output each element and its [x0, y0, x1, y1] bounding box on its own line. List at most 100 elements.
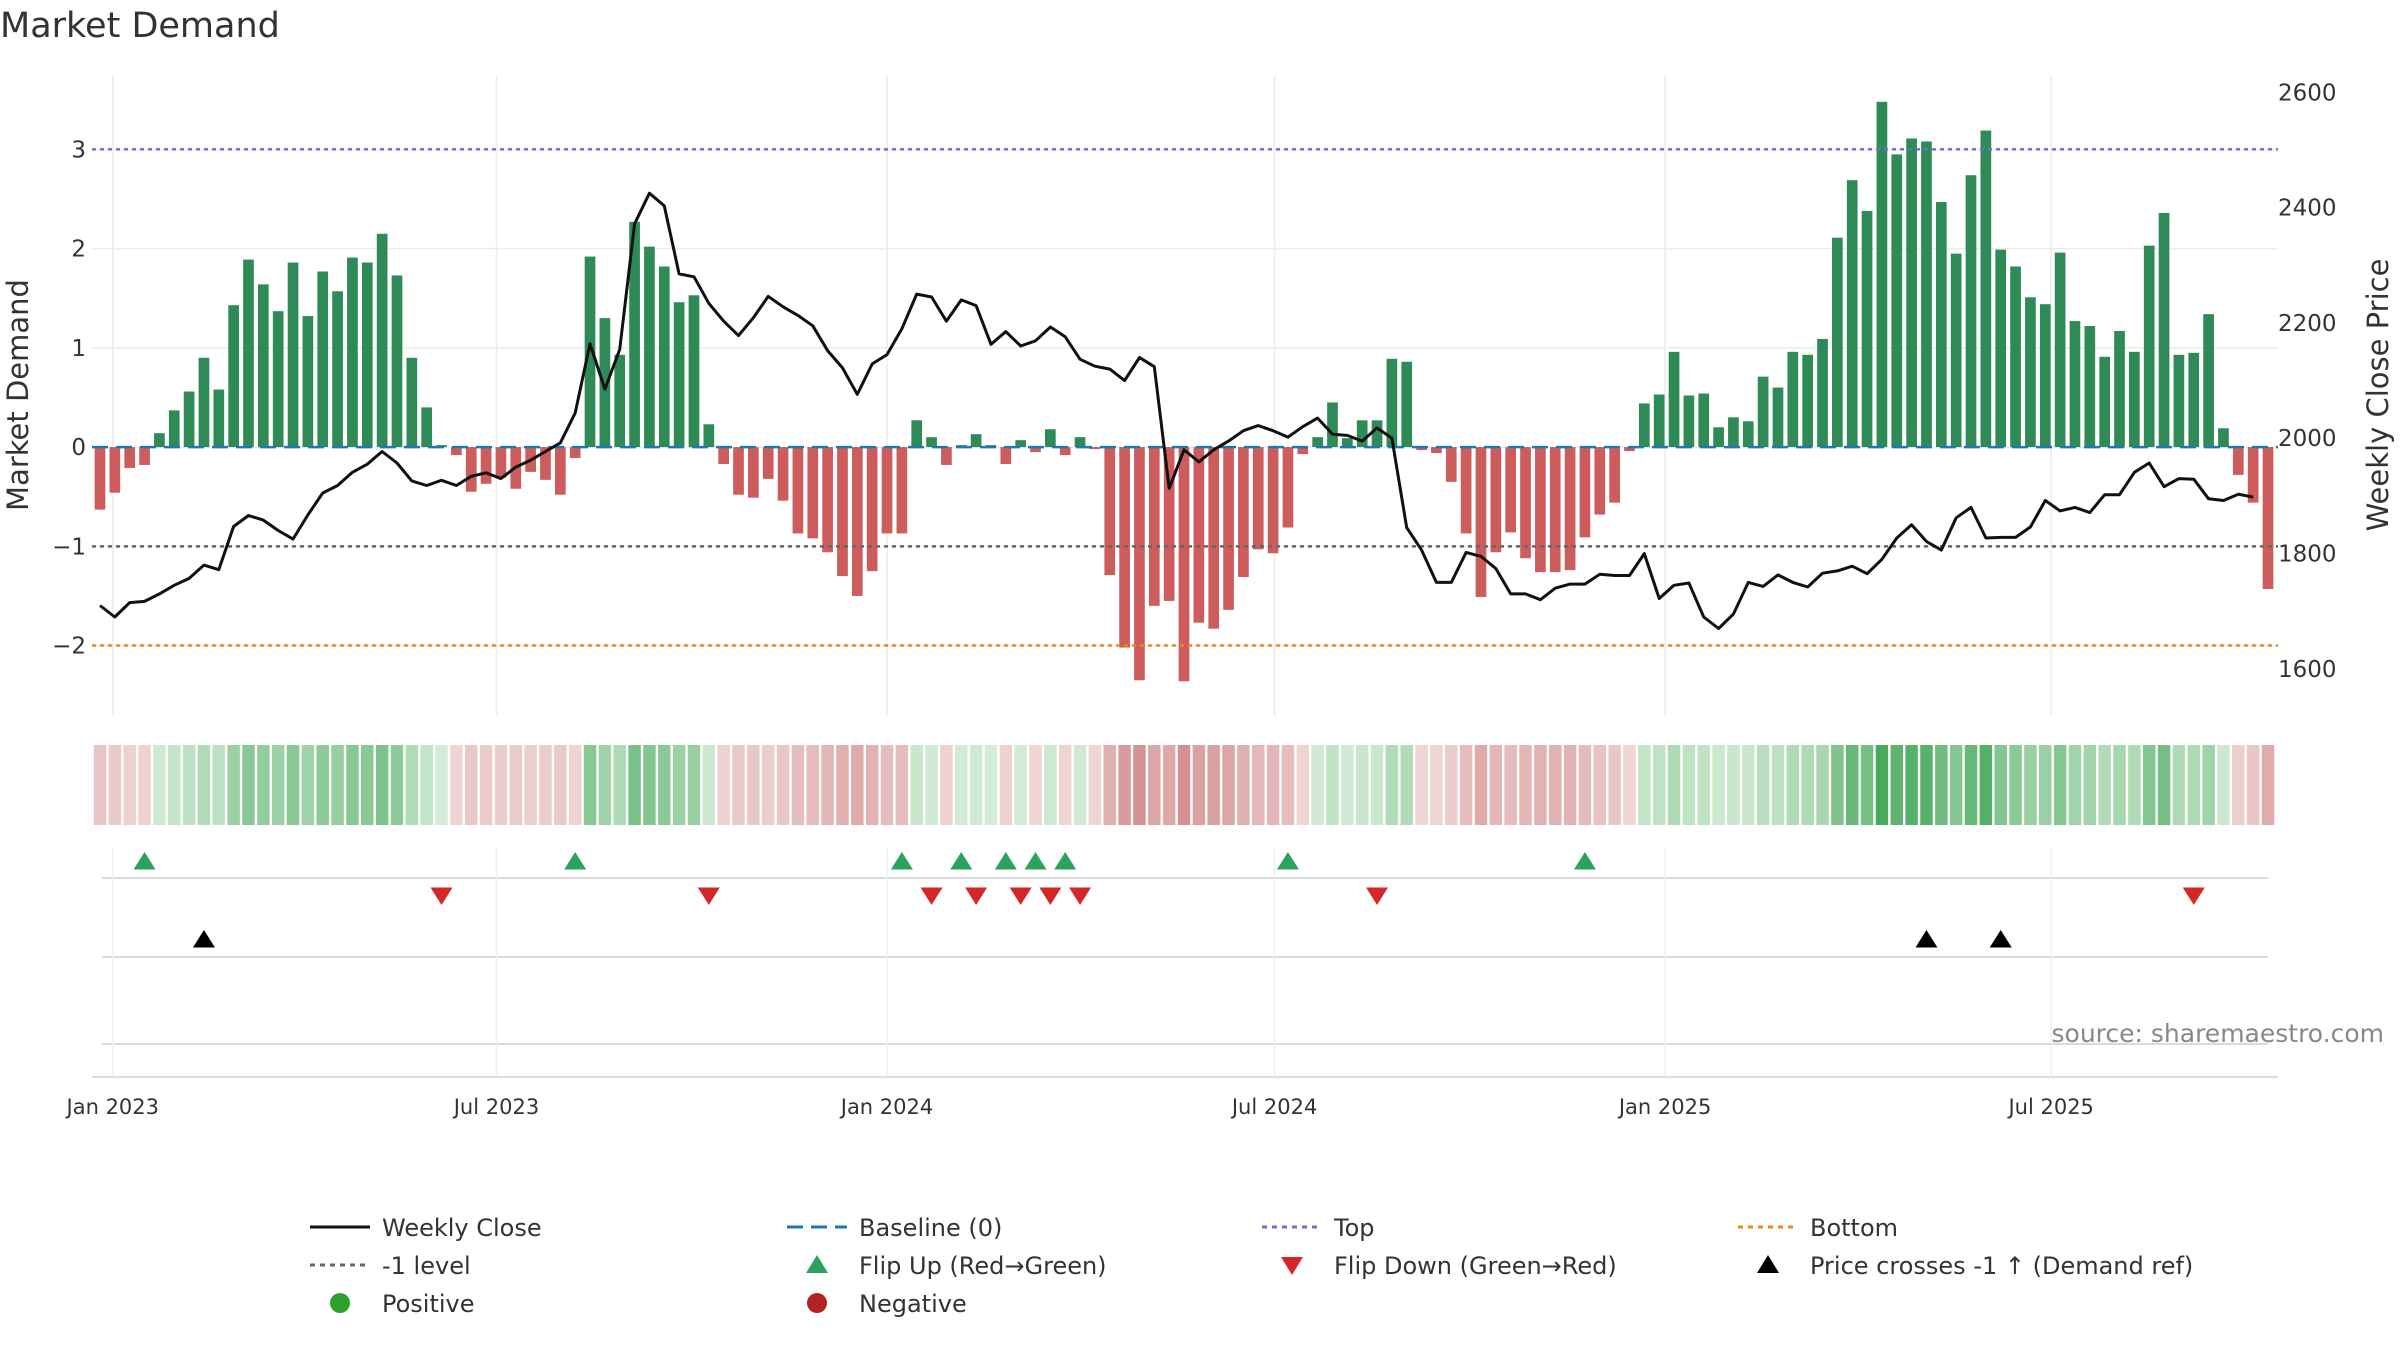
- demand-bar: [332, 291, 343, 448]
- demand-bar: [347, 257, 358, 448]
- demand-bar: [1549, 447, 1561, 573]
- demand-bar: [554, 447, 566, 495]
- demand-strip-cell: [643, 745, 656, 825]
- demand-strip-cell: [1044, 745, 1057, 825]
- y-tick-label-left: −2: [52, 634, 86, 660]
- demand-bar: [1876, 101, 1888, 448]
- demand-strip-cell: [257, 745, 270, 825]
- demand-strip-cell: [984, 745, 998, 825]
- flip-up-marker: [1054, 852, 1077, 870]
- x-tick-label: Jul 2023: [452, 1095, 539, 1119]
- demand-bar: [1045, 429, 1056, 448]
- legend-swatch: [1281, 1257, 1303, 1275]
- demand-strip-cell: [1014, 745, 1027, 825]
- demand-strip-cell: [509, 745, 523, 825]
- demand-strip-cell: [242, 745, 255, 825]
- demand-bar: [673, 302, 685, 448]
- demand-strip-cell: [2217, 745, 2230, 825]
- demand-bar: [1817, 338, 1828, 448]
- flip-up-marker: [890, 852, 913, 870]
- demand-strip-cell: [2157, 745, 2171, 825]
- demand-bar: [569, 447, 581, 459]
- demand-strip-cell: [2113, 745, 2126, 825]
- demand-bar: [139, 447, 150, 465]
- demand-bar: [1950, 253, 1962, 448]
- flip-down-marker: [1039, 887, 1062, 905]
- legend-swatch: [806, 1255, 828, 1273]
- demand-strip-cell: [2142, 745, 2156, 825]
- demand-strip-cell: [1786, 745, 1800, 825]
- demand-strip-cell: [2187, 745, 2200, 825]
- demand-bar: [2262, 447, 2274, 589]
- y-tick-label-left: 1: [71, 336, 86, 362]
- demand-strip-cell: [1652, 745, 1666, 825]
- demand-bar: [599, 318, 611, 448]
- demand-bar: [243, 259, 254, 448]
- flip-up-marker: [994, 852, 1017, 870]
- legend-swatch: [1757, 1255, 1779, 1273]
- demand-strip-cell: [2068, 745, 2082, 825]
- legend: Weekly Close Baseline (0) Top Bottom -1 leve…: [310, 1214, 2193, 1318]
- axes: −2 −1 0 1 2 3 1600 1800 2000 2200 2400 2600 Jan 2023…: [52, 80, 2336, 1119]
- demand-bar: [154, 433, 165, 448]
- demand-strip-cell: [999, 745, 1013, 825]
- demand-bar: [1490, 447, 1502, 553]
- demand-strip-cell: [1994, 745, 2007, 825]
- demand-strip-cell: [1266, 745, 1280, 825]
- demand-bar: [1653, 394, 1665, 448]
- legend-item: Bottom: [1738, 1214, 1898, 1242]
- demand-bar: [1921, 141, 1932, 448]
- flip-down-marker: [1009, 887, 1032, 905]
- demand-strip-cell: [2246, 745, 2260, 825]
- demand-strip-cell: [1608, 745, 1621, 825]
- demand-bar: [1742, 421, 1754, 448]
- demand-strip-cell: [2039, 745, 2052, 825]
- demand-strip-cell: [1237, 745, 1250, 825]
- reference-lines: [92, 148, 2278, 647]
- demand-strip-cell: [123, 745, 136, 825]
- weekly-close-line: [99, 191, 2254, 630]
- demand-bar: [480, 447, 492, 484]
- demand-bar: [361, 262, 373, 448]
- demand-bar: [1980, 130, 1992, 448]
- demand-bar: [941, 447, 952, 465]
- legend-label: Negative: [859, 1290, 967, 1318]
- demand-strip-cell: [2024, 745, 2037, 825]
- y-axis-label-right: Weekly Close Price: [2361, 259, 2395, 532]
- demand-bar: [2188, 352, 2200, 448]
- demand-heat-strip: [93, 745, 2275, 825]
- demand-strip-cell: [1771, 745, 1785, 825]
- demand-bar: [198, 357, 210, 448]
- demand-strip-cell: [1756, 745, 1770, 825]
- demand-bar: [1327, 402, 1338, 448]
- demand-strip-cell: [1845, 745, 1859, 825]
- legend-item: Weekly Close: [310, 1214, 542, 1242]
- legend-label: Baseline (0): [859, 1214, 1002, 1242]
- flip-up-marker: [1573, 852, 1596, 870]
- demand-bar: [1728, 417, 1739, 448]
- legend-swatch: [330, 1293, 350, 1313]
- demand-strip-cell: [1563, 745, 1577, 825]
- demand-bar: [1178, 447, 1190, 682]
- demand-bar: [1059, 447, 1071, 456]
- legend-label: Weekly Close: [382, 1214, 542, 1242]
- demand-strip-cell: [405, 745, 419, 825]
- demand-strip-cell: [568, 745, 582, 825]
- demand-strip-cell: [2232, 745, 2245, 825]
- demand-bar: [584, 256, 596, 448]
- demand-bar: [1535, 447, 1546, 573]
- demand-strip-cell: [1905, 745, 1918, 825]
- y-tick-label-right: 1600: [2278, 657, 2337, 683]
- demand-bar: [317, 271, 329, 448]
- demand-bar: [911, 420, 923, 448]
- demand-bar: [1089, 447, 1101, 450]
- demand-bar: [1030, 447, 1041, 453]
- demand-strip-cell: [1029, 745, 1042, 825]
- demand-strip-cell: [1400, 745, 1413, 825]
- demand-bar: [228, 305, 239, 448]
- demand-strip-cell: [1355, 745, 1369, 825]
- demand-bar: [2173, 354, 2185, 448]
- demand-bar: [1223, 447, 1234, 610]
- demand-bar: [1965, 175, 1977, 448]
- demand-strip-cell: [375, 745, 389, 825]
